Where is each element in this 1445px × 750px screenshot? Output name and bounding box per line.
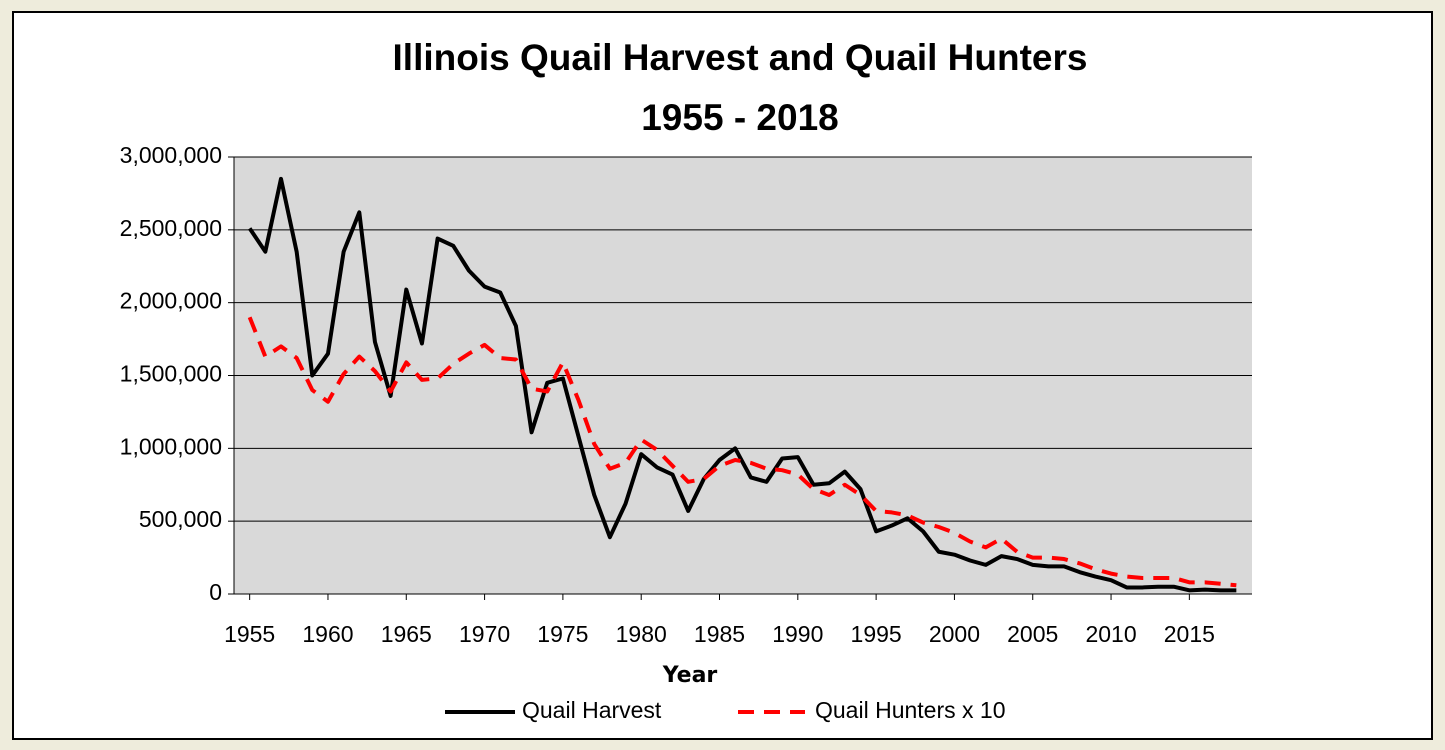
x-tick-label: 2000 xyxy=(929,621,980,647)
chart-subtitle: 1955 - 2018 xyxy=(641,97,839,138)
x-tick-label: 1985 xyxy=(694,621,745,647)
y-tick-label: 3,000,000 xyxy=(120,142,222,168)
y-tick-label: 2,000,000 xyxy=(120,288,222,314)
x-tick-label: 1975 xyxy=(537,621,588,647)
y-tick-label: 1,000,000 xyxy=(120,433,222,459)
x-tick-label: 2015 xyxy=(1164,621,1215,647)
x-axis-label: Year xyxy=(662,663,718,688)
x-tick-label: 2005 xyxy=(1007,621,1058,647)
series-line xyxy=(248,176,1237,593)
legend-label: Quail Hunters x 10 xyxy=(815,697,1005,723)
x-tick-label: 1990 xyxy=(772,621,823,647)
chart-title: Illinois Quail Harvest and Quail Hunters xyxy=(393,37,1088,78)
legend-label: Quail Harvest xyxy=(522,697,662,723)
x-tick-label: 2010 xyxy=(1085,621,1136,647)
x-tick-label: 1965 xyxy=(381,621,432,647)
y-tick-label: 1,500,000 xyxy=(120,361,222,387)
x-tick-label: 1980 xyxy=(616,621,667,647)
y-tick-label: 500,000 xyxy=(139,506,222,532)
x-tick-label: 1995 xyxy=(851,621,902,647)
y-tick-label: 2,500,000 xyxy=(120,215,222,241)
y-tick-label: 0 xyxy=(209,579,222,605)
x-tick-label: 1970 xyxy=(459,621,510,647)
x-tick-label: 1955 xyxy=(224,621,275,647)
x-tick-label: 1960 xyxy=(302,621,353,647)
